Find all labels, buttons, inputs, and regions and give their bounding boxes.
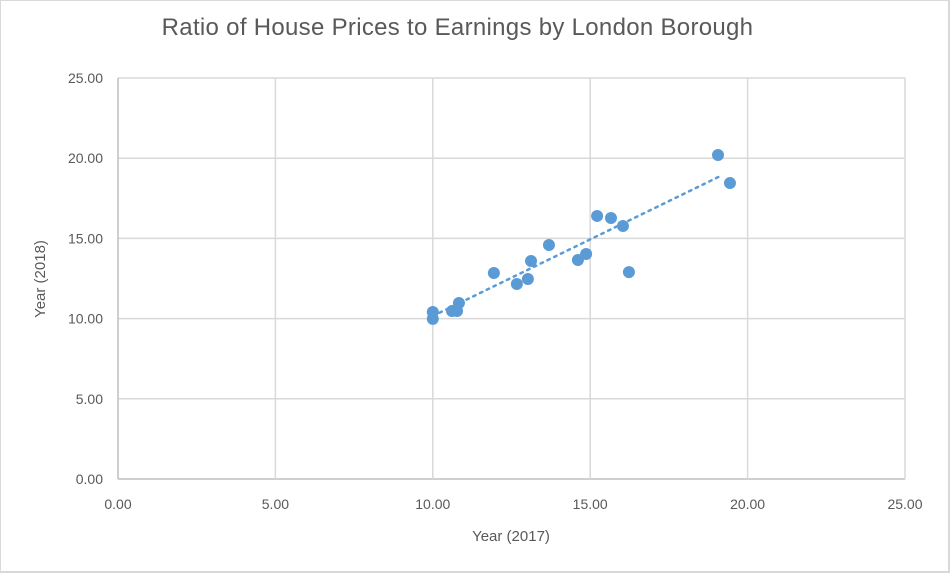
x-tick-label: 5.00	[262, 496, 289, 512]
chart-title: Ratio of House Prices to Earnings by Lon…	[161, 14, 754, 41]
data-point	[510, 277, 523, 290]
x-axis-ticks: 0.00 5.00 10.00 15.00 20.00 25.00	[104, 496, 922, 512]
data-point	[452, 297, 465, 310]
x-tick-label: 15.00	[573, 496, 608, 512]
y-axis-ticks: 0.00 5.00 10.00 15.00 20.00 25.00	[68, 70, 103, 487]
data-point	[521, 272, 534, 285]
data-points	[426, 148, 736, 325]
y-tick-label: 10.00	[68, 311, 103, 327]
data-point	[591, 209, 604, 222]
y-axis-title: Year (2018)	[32, 240, 49, 318]
y-tick-label: 5.00	[76, 391, 103, 407]
data-point	[604, 212, 617, 225]
y-tick-label: 20.00	[68, 150, 103, 166]
x-tick-label: 25.00	[887, 496, 922, 512]
trendline	[431, 173, 724, 318]
x-tick-label: 10.00	[415, 496, 450, 512]
gridlines	[117, 77, 906, 480]
y-tick-label: 25.00	[68, 70, 103, 86]
data-point	[622, 266, 635, 279]
x-axis-title: Year (2017)	[472, 528, 550, 545]
y-tick-label: 15.00	[68, 230, 103, 246]
y-tick-label: 0.00	[76, 471, 103, 487]
x-tick-label: 20.00	[730, 496, 765, 512]
x-tick-label: 0.00	[104, 496, 131, 512]
data-point	[580, 247, 593, 260]
data-point	[616, 220, 629, 233]
trendline-line	[431, 173, 724, 318]
data-point	[712, 148, 725, 161]
data-point	[723, 177, 736, 190]
data-point	[426, 312, 439, 325]
data-point	[542, 238, 555, 251]
data-point	[525, 255, 538, 268]
data-point	[487, 267, 500, 280]
data-point	[571, 254, 584, 267]
